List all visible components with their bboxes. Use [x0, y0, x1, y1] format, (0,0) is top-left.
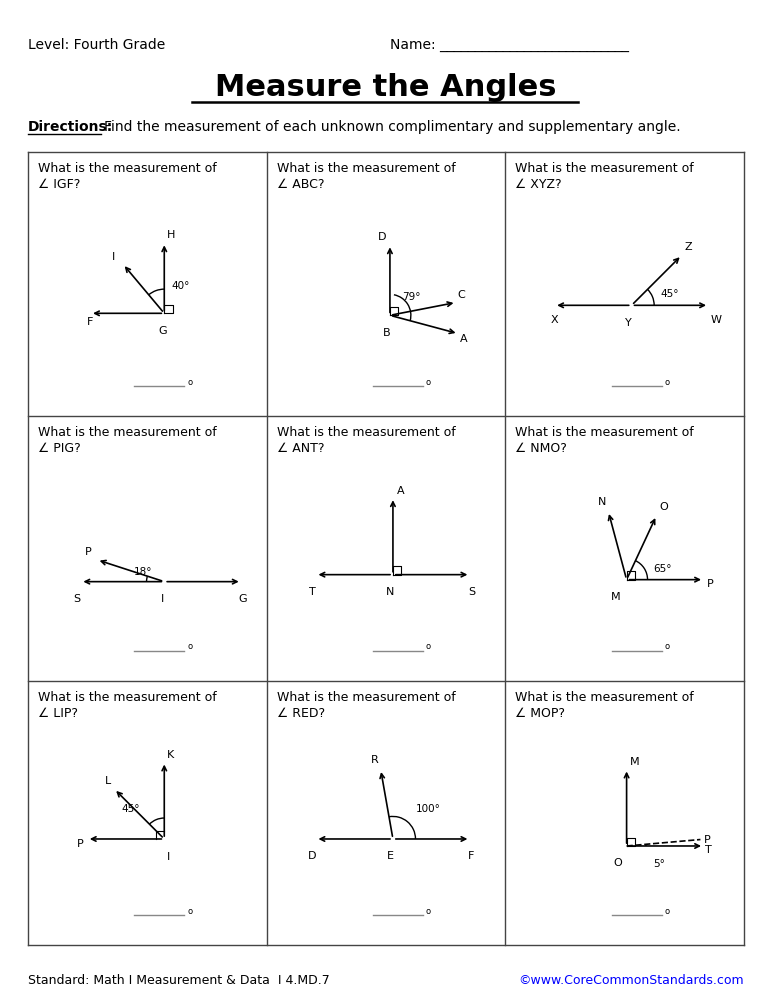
Text: o: o: [188, 906, 192, 916]
Text: 45°: 45°: [121, 804, 140, 814]
Text: G: G: [158, 326, 167, 336]
Text: ©www.CoreCommonStandards.com: ©www.CoreCommonStandards.com: [518, 974, 744, 986]
Text: W: W: [710, 315, 721, 325]
Text: ∠ LIP?: ∠ LIP?: [38, 707, 78, 720]
Text: What is the measurement of: What is the measurement of: [516, 691, 694, 704]
Text: M: M: [630, 757, 639, 767]
Text: ∠ NMO?: ∠ NMO?: [516, 442, 567, 455]
Text: T: T: [309, 587, 316, 597]
Text: ∠ IGF?: ∠ IGF?: [38, 178, 80, 191]
Text: P: P: [77, 839, 83, 849]
Text: C: C: [458, 290, 466, 300]
Text: K: K: [168, 750, 174, 760]
Text: I: I: [112, 252, 115, 262]
Text: P: P: [85, 547, 92, 557]
Text: o: o: [426, 642, 431, 651]
Text: Find the measurement of each unknown complimentary and supplementary angle.: Find the measurement of each unknown com…: [104, 120, 681, 134]
Text: What is the measurement of: What is the measurement of: [276, 162, 455, 175]
Text: o: o: [665, 906, 670, 916]
Text: N: N: [598, 497, 606, 507]
Text: ∠ RED?: ∠ RED?: [276, 707, 325, 720]
Text: o: o: [426, 378, 431, 387]
Text: o: o: [188, 378, 192, 387]
Text: H: H: [168, 230, 176, 240]
Text: S: S: [468, 587, 475, 597]
Text: S: S: [73, 594, 81, 604]
Text: What is the measurement of: What is the measurement of: [38, 426, 217, 439]
Text: 40°: 40°: [171, 281, 190, 291]
Text: D: D: [308, 851, 317, 861]
Text: O: O: [659, 502, 668, 512]
Text: Name: ___________________________: Name: ___________________________: [390, 38, 629, 52]
Text: B: B: [383, 328, 391, 338]
Text: A: A: [459, 334, 467, 344]
Text: 79°: 79°: [402, 292, 421, 302]
Text: N: N: [386, 587, 394, 597]
Text: I: I: [168, 852, 171, 862]
Text: E: E: [387, 851, 394, 861]
Text: ∠ ABC?: ∠ ABC?: [276, 178, 324, 191]
Text: What is the measurement of: What is the measurement of: [276, 691, 455, 704]
Text: 18°: 18°: [134, 567, 152, 577]
Text: T: T: [705, 845, 712, 855]
Text: O: O: [614, 858, 622, 868]
Text: G: G: [239, 594, 247, 604]
Text: o: o: [665, 378, 670, 387]
Text: What is the measurement of: What is the measurement of: [516, 162, 694, 175]
Text: What is the measurement of: What is the measurement of: [38, 162, 217, 175]
Text: ∠ MOP?: ∠ MOP?: [516, 707, 565, 720]
Text: P: P: [703, 835, 710, 845]
Text: 5°: 5°: [653, 859, 665, 869]
Text: F: F: [87, 317, 93, 327]
Text: What is the measurement of: What is the measurement of: [516, 426, 694, 439]
Text: What is the measurement of: What is the measurement of: [276, 426, 455, 439]
Text: D: D: [378, 232, 386, 242]
Text: 100°: 100°: [416, 804, 441, 814]
Text: ∠ PIG?: ∠ PIG?: [38, 442, 81, 455]
Text: o: o: [426, 906, 431, 916]
Text: R: R: [371, 755, 378, 765]
Text: Measure the Angles: Measure the Angles: [215, 74, 557, 103]
Text: ∠ XYZ?: ∠ XYZ?: [516, 178, 562, 191]
Text: Y: Y: [625, 318, 632, 328]
Text: A: A: [397, 486, 405, 496]
Text: Directions:: Directions:: [28, 120, 113, 134]
Text: I: I: [161, 594, 164, 604]
Text: o: o: [188, 642, 192, 651]
Text: M: M: [611, 592, 621, 602]
Text: ∠ ANT?: ∠ ANT?: [276, 442, 324, 455]
Text: o: o: [665, 642, 670, 651]
Text: What is the measurement of: What is the measurement of: [38, 691, 217, 704]
Text: Z: Z: [685, 242, 692, 252]
Text: Standard: Math I Measurement & Data  I 4.MD.7: Standard: Math I Measurement & Data I 4.…: [28, 974, 330, 986]
Text: P: P: [706, 579, 713, 589]
Text: 45°: 45°: [661, 289, 679, 299]
Text: L: L: [105, 776, 111, 786]
Text: Level: Fourth Grade: Level: Fourth Grade: [28, 38, 165, 52]
Text: F: F: [469, 851, 475, 861]
Text: X: X: [551, 315, 559, 325]
Text: 65°: 65°: [654, 564, 672, 574]
